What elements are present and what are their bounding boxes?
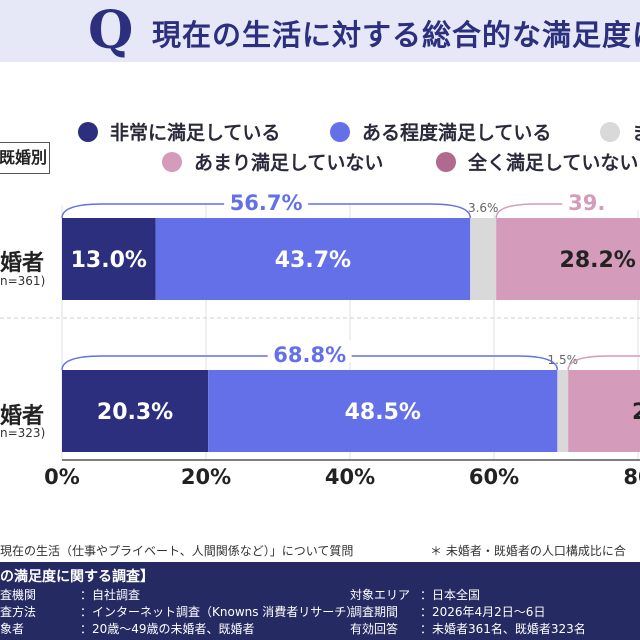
legend-swatch (330, 121, 350, 142)
x-tick-label: 60% (469, 465, 519, 489)
page-title: 現在の生活に対する総合的な満足度に (152, 18, 640, 52)
note-weighting: ＊ 未婚者・既婚者の人口構成比に合 (430, 544, 626, 558)
footer-value: ：2026年4月2日〜6日 (420, 605, 546, 619)
footer-key: 調査期間 (350, 605, 399, 619)
legend-item-not-very-satisfied: あまり満足していない (162, 148, 383, 175)
group-label-box: 既婚別 (0, 142, 50, 174)
bar-segment (470, 218, 497, 300)
satisfied-total-label: 56.7% (230, 191, 303, 215)
small-data-label: 1.5% (548, 353, 579, 367)
note-question: 現在の生活（仕事やプライベート、人間関係など）」について質問 (0, 544, 354, 558)
small-data-label: 3.6% (468, 201, 499, 215)
bar-data-label: 22 (632, 400, 640, 425)
dissatisfied-bracket (495, 203, 640, 219)
legend-swatch (436, 151, 456, 172)
footer-value: ：自社調査 (80, 588, 141, 602)
dissatisfied-total-label: 39. (568, 191, 605, 215)
footer-title: の満足度に関する調査】 (0, 569, 154, 585)
legend-label: あまり満足していない (194, 152, 384, 174)
bar-segment (557, 370, 569, 452)
row-label-married: 婚者 (0, 404, 45, 429)
footer-key: 対象エリア (350, 588, 411, 602)
survey-footer: の満足度に関する調査】 査機関 ：自社調査 査方法 ：インターネット調査（Kno… (0, 562, 640, 640)
dissatisfied-bracket (567, 355, 640, 371)
legend-label: 非常に満足している (110, 122, 281, 144)
legend-swatch (600, 121, 620, 142)
footer-key: 象者 (0, 622, 25, 636)
footer-key: 査方法 (0, 605, 37, 619)
x-tick-label: 0% (44, 465, 80, 489)
bracket-label-bg (267, 340, 352, 362)
bar-data-label: 13.0% (71, 248, 147, 273)
row-label-unmarried: 婚者 (0, 251, 45, 276)
bar-segment (62, 218, 156, 300)
bracket-label-bg (562, 188, 640, 210)
legend-label: ある程度満足している (362, 122, 552, 144)
footer-key: 有効回答 (350, 622, 399, 636)
bar-data-label: 48.5% (345, 400, 421, 425)
bar-segment (496, 218, 640, 300)
legend-item-neutral: ま (600, 118, 640, 145)
legend-item-very-satisfied: 非常に満足している (78, 118, 280, 145)
x-tick-label: 40% (325, 465, 375, 489)
x-tick-label: 20% (181, 465, 231, 489)
bar-segment (208, 370, 558, 452)
bar-segment (155, 218, 471, 300)
q-logo: Q (88, 0, 134, 61)
header-band: Q 現在の生活に対する総合的な満足度に (0, 0, 640, 62)
bar-data-label: 43.7% (275, 248, 351, 273)
legend-item-not-at-all-satisfied: 全く満足していない (436, 148, 638, 175)
legend-item-somewhat-satisfied: ある程度満足している (330, 118, 551, 145)
bar-data-label: 28.2% (560, 248, 636, 273)
bar-data-label: 20.3% (97, 400, 173, 425)
x-tick-label: 80 (623, 465, 640, 489)
bar-segment (62, 370, 209, 452)
footer-value: ：インターネット調査（Knowns 消費者リサーチ） (80, 605, 359, 619)
bar-segment (568, 370, 640, 452)
footer-value: ：日本全国 (420, 588, 481, 602)
legend-label: ま (632, 118, 640, 145)
footer-key: 査機関 (0, 588, 37, 602)
footer-value: ：未婚者361名、既婚者323名 (420, 622, 586, 636)
legend-label: 全く満足していない (468, 152, 639, 174)
footer-value: ：20歳〜49歳の未婚者、既婚者 (80, 622, 255, 636)
satisfied-total-label: 68.8% (273, 343, 346, 367)
row-n-married: n=323) (0, 426, 46, 440)
legend-swatch (162, 151, 182, 172)
legend-swatch (78, 121, 98, 142)
bracket-label-bg (224, 188, 309, 210)
row-n-unmarried: n=361) (0, 274, 46, 288)
